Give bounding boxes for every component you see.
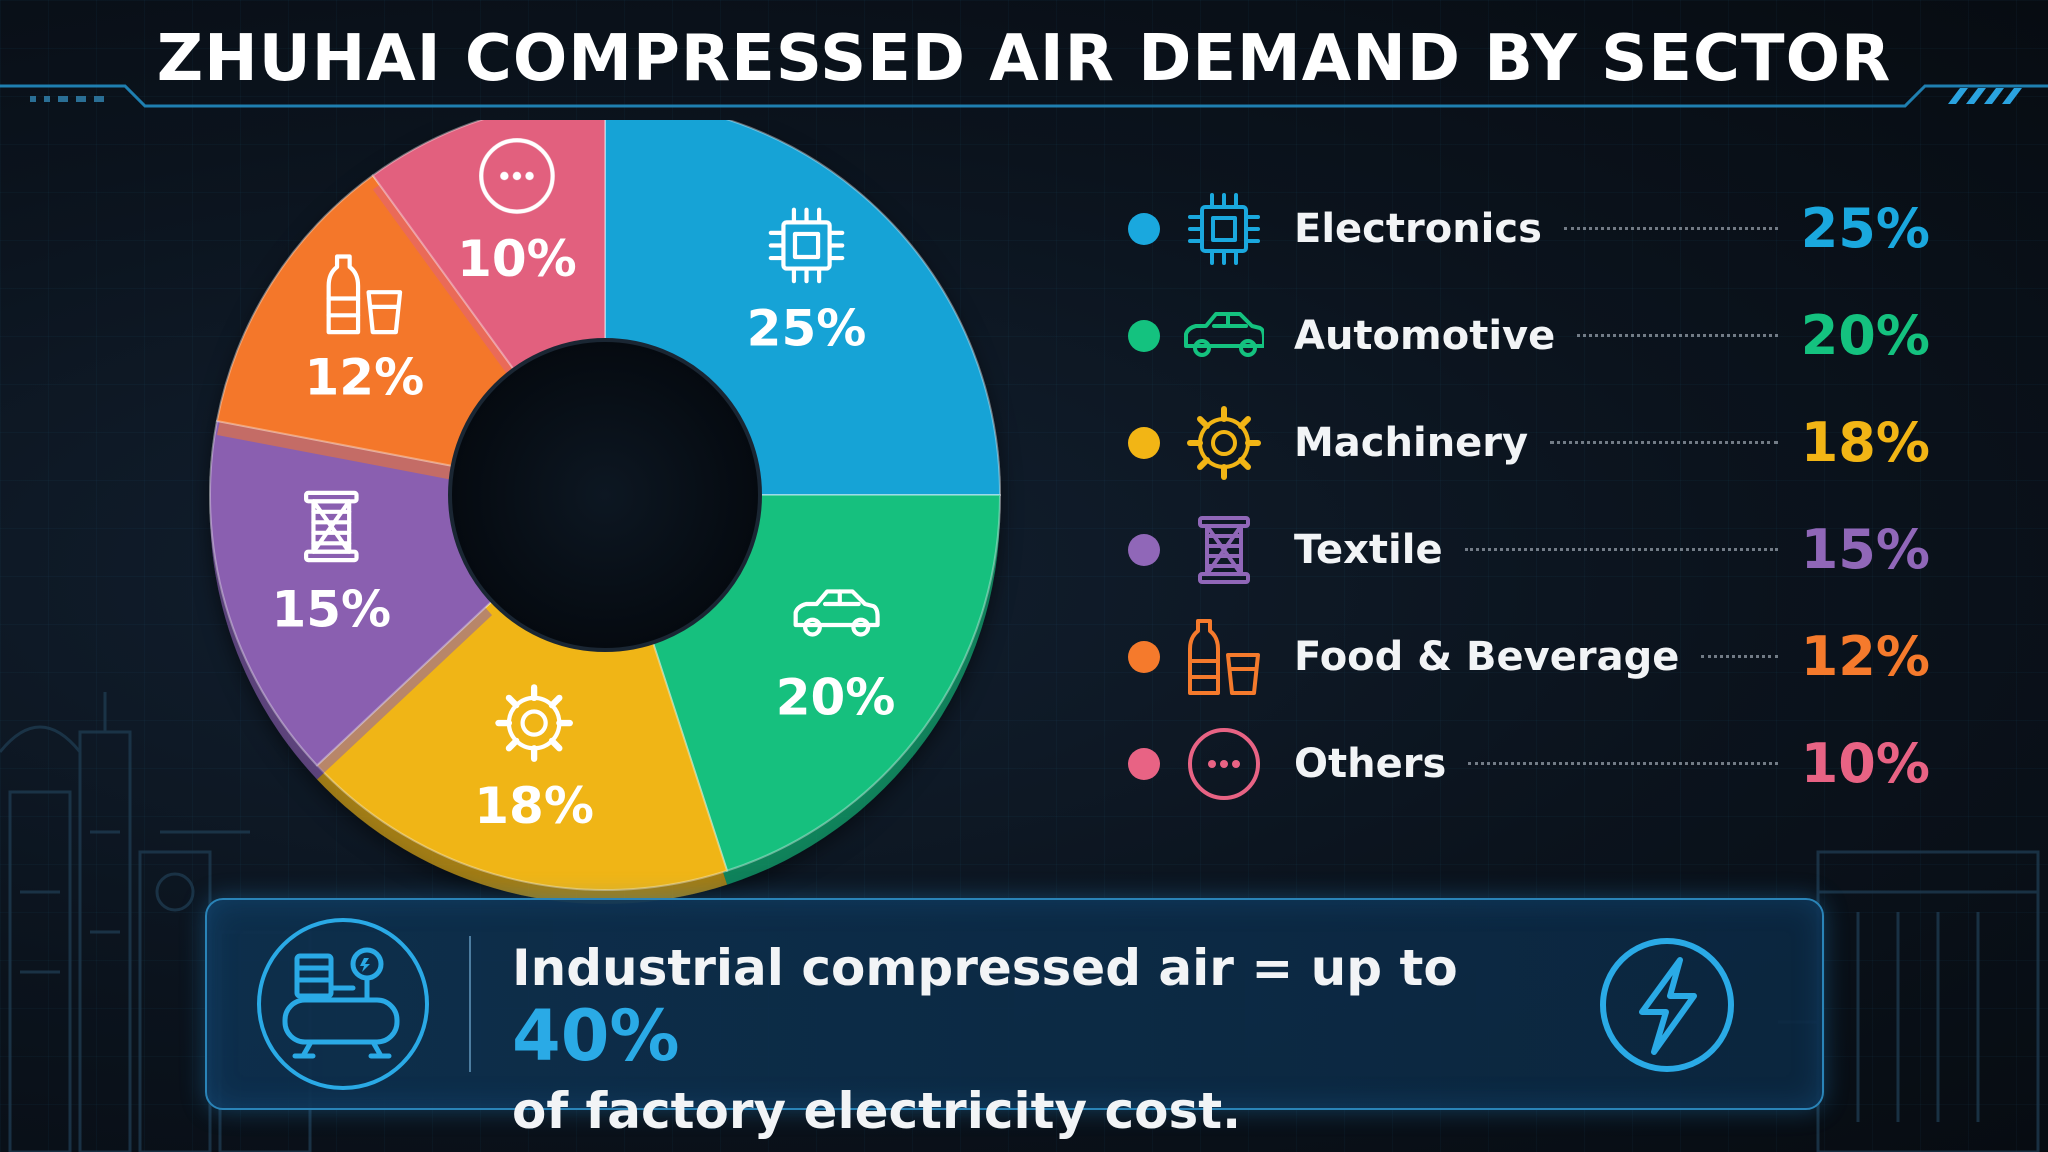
- spool-icon: [1184, 510, 1264, 590]
- legend-item: Others 10%: [1120, 710, 1930, 817]
- legend-leader-line: [1550, 441, 1778, 444]
- bottle-cup-icon: [326, 254, 403, 335]
- callout-highlight: 40%: [512, 995, 680, 1077]
- legend: Electronics 25% Automotive 20% Machinery 18%…: [1120, 175, 1930, 817]
- bottle-cup-icon: [1184, 617, 1264, 697]
- ellipsis-icon: [1184, 724, 1264, 804]
- legend-dot: [1128, 533, 1160, 566]
- gear-icon: [1184, 403, 1264, 483]
- legend-leader-line: [1701, 655, 1778, 658]
- legend-label: Others: [1294, 740, 1447, 787]
- slice-label: 25%: [747, 299, 867, 357]
- callout-line1: Industrial compressed air = up to: [512, 939, 1458, 997]
- legend-dot: [1128, 426, 1160, 459]
- chip-icon: [1184, 189, 1264, 269]
- legend-value: 20%: [1800, 304, 1930, 367]
- callout-line2: of factory electricity cost.: [512, 1082, 1242, 1140]
- donut-hole: [448, 338, 762, 652]
- legend-value: 25%: [1800, 197, 1930, 260]
- legend-value: 10%: [1800, 732, 1930, 795]
- legend-item: Machinery 18%: [1120, 389, 1930, 496]
- callout-text: Industrial compressed air = up to 40% of…: [512, 934, 1572, 1145]
- legend-value: 15%: [1800, 518, 1930, 581]
- legend-leader-line: [1464, 548, 1778, 551]
- donut-chart: 25% 20% 18% 15% 12% 10%: [209, 120, 1002, 904]
- legend-leader-line: [1577, 334, 1778, 337]
- legend-label: Machinery: [1294, 419, 1529, 466]
- legend-dot: [1128, 747, 1160, 780]
- air-compressor-icon: [257, 918, 429, 1090]
- legend-item: Automotive 20%: [1120, 282, 1930, 389]
- legend-value: 12%: [1800, 625, 1930, 688]
- legend-item: Food & Beverage 12%: [1120, 603, 1930, 710]
- legend-label: Electronics: [1294, 205, 1542, 252]
- slice-label: 12%: [305, 348, 425, 406]
- legend-label: Food & Beverage: [1294, 633, 1680, 680]
- chip-icon: [768, 207, 845, 284]
- car-icon: [793, 589, 880, 637]
- header-decoration: [0, 84, 2048, 108]
- legend-leader-line: [1468, 762, 1778, 765]
- legend-dot: [1128, 319, 1160, 352]
- car-icon: [1184, 296, 1264, 376]
- legend-item: Electronics 25%: [1120, 175, 1930, 282]
- legend-label: Automotive: [1294, 312, 1556, 359]
- page-title: ZHUHAI COMPRESSED AIR DEMAND BY SECTOR: [156, 22, 1892, 96]
- legend-dot: [1128, 212, 1160, 245]
- gear-icon: [495, 684, 573, 762]
- legend-label: Textile: [1294, 526, 1443, 573]
- slice-label: 20%: [776, 669, 896, 727]
- legend-leader-line: [1563, 227, 1778, 230]
- ellipsis-icon: [479, 138, 555, 214]
- slice-label: 15%: [271, 581, 391, 639]
- slice-label: 10%: [457, 230, 577, 288]
- legend-item: Textile 15%: [1120, 496, 1930, 603]
- callout-divider: [469, 936, 471, 1072]
- legend-dot: [1128, 640, 1160, 673]
- callout-box: Industrial compressed air = up to 40% of…: [205, 898, 1824, 1140]
- lightning-bolt-icon: [1600, 938, 1734, 1072]
- spool-icon: [304, 490, 359, 563]
- legend-value: 18%: [1800, 411, 1930, 474]
- slice-label: 18%: [474, 777, 594, 835]
